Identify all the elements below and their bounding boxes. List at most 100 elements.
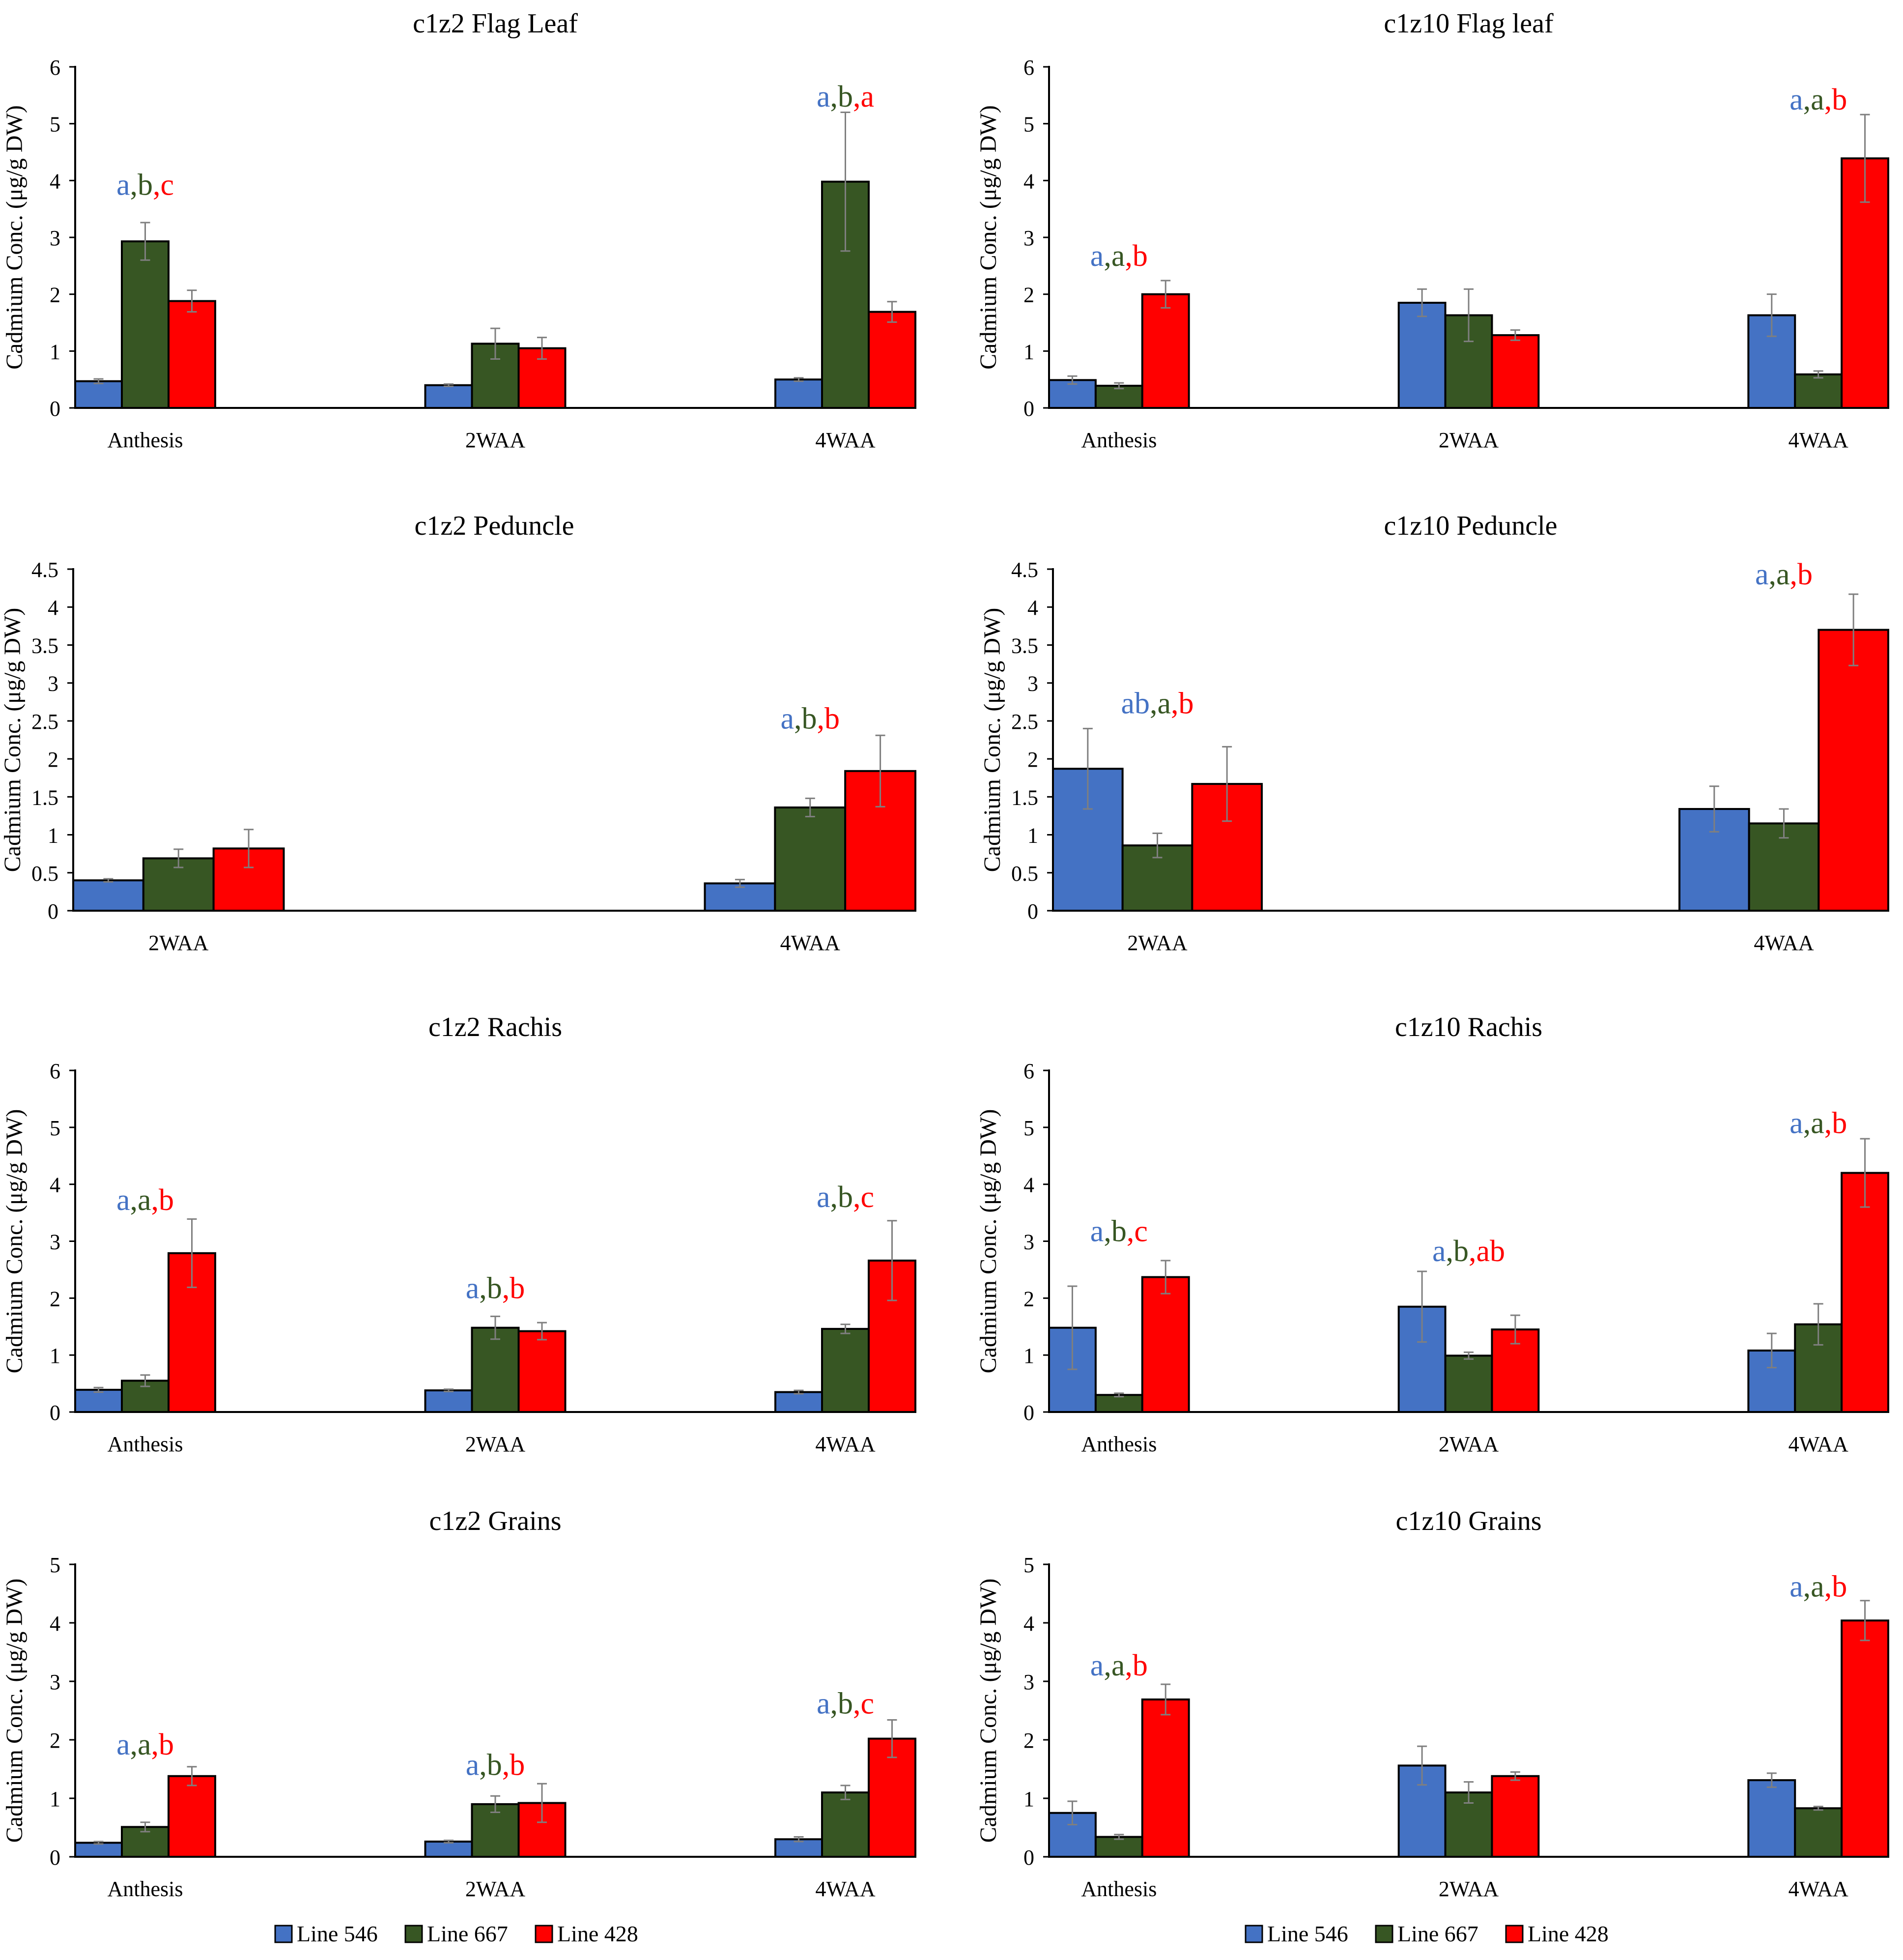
significance-letters: a,a,b (1755, 558, 1813, 591)
y-tick-label: 6 (1023, 56, 1034, 80)
significance-letter: a (1090, 239, 1104, 273)
y-tick-label: 2 (1023, 1729, 1034, 1753)
letter-separator: , (151, 1183, 159, 1217)
x-tick-label: 2WAA (465, 1432, 525, 1456)
significance-letter: b (159, 1728, 174, 1761)
significance-letter: c (1134, 1215, 1148, 1248)
y-tick-label: 3 (50, 226, 60, 250)
significance-letters: ab,a,b (1121, 687, 1193, 720)
y-tick-label: 6 (50, 56, 60, 80)
y-tick-label: 1 (50, 1787, 60, 1811)
legend: Line 546 Line 667 Line 428 (274, 1921, 638, 1946)
significance-letter: a (138, 1728, 151, 1761)
bar (1491, 334, 1540, 409)
y-tick-label: 0 (1023, 397, 1034, 421)
significance-letter: b (138, 168, 153, 202)
significance-letters: a,b,c (1090, 1215, 1148, 1248)
significance-letter: c (861, 1687, 875, 1720)
chart-title: c1z2 Flag Leaf (413, 8, 578, 39)
y-tick-label: 3 (50, 1670, 60, 1694)
x-tick-label: 4WAA (1789, 428, 1848, 452)
significance-letter: b (1797, 558, 1813, 591)
y-tick-label: 4 (1027, 596, 1038, 620)
significance-letter: b (838, 1181, 853, 1214)
chart-title: c1z10 Rachis (1395, 1012, 1542, 1042)
letter-separator: , (130, 1183, 138, 1217)
significance-letters: a,a,b (1789, 1570, 1847, 1603)
y-tick-label: 5 (1023, 1116, 1034, 1140)
letter-separator: , (1446, 1235, 1454, 1268)
legend-label: Line 667 (427, 1921, 508, 1946)
bar (1141, 293, 1190, 409)
x-tick-label: 4WAA (1754, 931, 1814, 955)
y-axis-label: Cadmium Conc. (μg/g DW) (1, 1109, 28, 1374)
bar (471, 1326, 520, 1413)
legend-label: Line 428 (557, 1921, 638, 1946)
letter-separator: , (853, 1687, 861, 1720)
y-tick-label: 0 (1023, 1845, 1034, 1870)
letter-separator: , (830, 1687, 838, 1720)
bar (517, 1330, 567, 1413)
significance-letters: a,b,b (466, 1748, 525, 1782)
x-tick-label: 4WAA (1789, 1877, 1848, 1901)
legend-label: Line 546 (297, 1921, 378, 1946)
y-tick-label: 0 (50, 397, 60, 421)
significance-letters: a,a,b (1789, 1106, 1847, 1140)
significance-letter: b (1179, 687, 1194, 720)
significance-letter: a (116, 1728, 130, 1761)
x-tick-label: 2WAA (465, 428, 525, 452)
y-tick-label: 4 (1023, 1612, 1034, 1636)
significance-letter: a (1158, 687, 1171, 720)
bar (1094, 1394, 1143, 1413)
legend-label: Line 546 (1267, 1921, 1348, 1946)
y-axis-label: Cadmium Conc. (μg/g DW) (1, 105, 28, 370)
bar (168, 300, 216, 409)
letter-separator: , (502, 1271, 510, 1305)
y-tick-label: 3 (48, 672, 58, 696)
bar (774, 378, 823, 409)
bar (1794, 373, 1843, 409)
letter-separator: , (479, 1748, 487, 1782)
significance-letters: a,b,b (780, 702, 840, 735)
bar (74, 1842, 123, 1858)
significance-letter: ab (1477, 1235, 1505, 1268)
bar (1841, 1619, 1889, 1858)
bar (74, 380, 123, 409)
significance-letter: b (824, 702, 840, 735)
significance-letter: a (1432, 1235, 1446, 1268)
bar (1141, 1276, 1190, 1413)
y-tick-label: 1 (1023, 340, 1034, 364)
y-tick-label: 5 (50, 1116, 60, 1140)
significance-letter: a (1090, 1649, 1104, 1682)
significance-letters: a,b,ab (1432, 1235, 1505, 1268)
y-tick-label: 4 (50, 1612, 60, 1636)
y-tick-label: 5 (50, 1553, 60, 1577)
significance-letter: a (1811, 1570, 1824, 1603)
significance-letter: a (1111, 239, 1125, 273)
significance-letters: a,b,c (817, 1181, 874, 1214)
y-tick-label: 4 (50, 169, 60, 193)
significance-letter: a (116, 168, 130, 202)
y-tick-label: 4 (50, 1173, 60, 1197)
significance-letters: a,b,c (116, 168, 174, 202)
y-tick-label: 2 (1023, 283, 1034, 307)
y-tick-label: 5 (1023, 1553, 1034, 1577)
chart-title: c1z10 Grains (1395, 1506, 1541, 1536)
letter-separator: , (1104, 239, 1111, 273)
x-tick-label: 2WAA (1439, 1432, 1499, 1456)
x-tick-label: 4WAA (1789, 1432, 1848, 1456)
significance-letter: a (1111, 1649, 1125, 1682)
bar (1818, 629, 1889, 912)
letter-separator: , (502, 1748, 510, 1782)
y-tick-label: 2.5 (1011, 710, 1038, 734)
y-axis-label: Cadmium Conc. (μg/g DW) (0, 608, 26, 872)
significance-letter: a (1789, 1570, 1803, 1603)
significance-letter: b (1832, 1570, 1847, 1603)
letter-separator: , (1150, 687, 1158, 720)
legend-swatch (535, 1925, 553, 1943)
legend-swatch (404, 1925, 423, 1943)
y-axis-label: Cadmium Conc. (μg/g DW) (975, 1579, 1001, 1843)
bar (424, 1841, 473, 1858)
y-tick-label: 2 (1023, 1287, 1034, 1311)
y-tick-label: 4 (1023, 169, 1034, 193)
